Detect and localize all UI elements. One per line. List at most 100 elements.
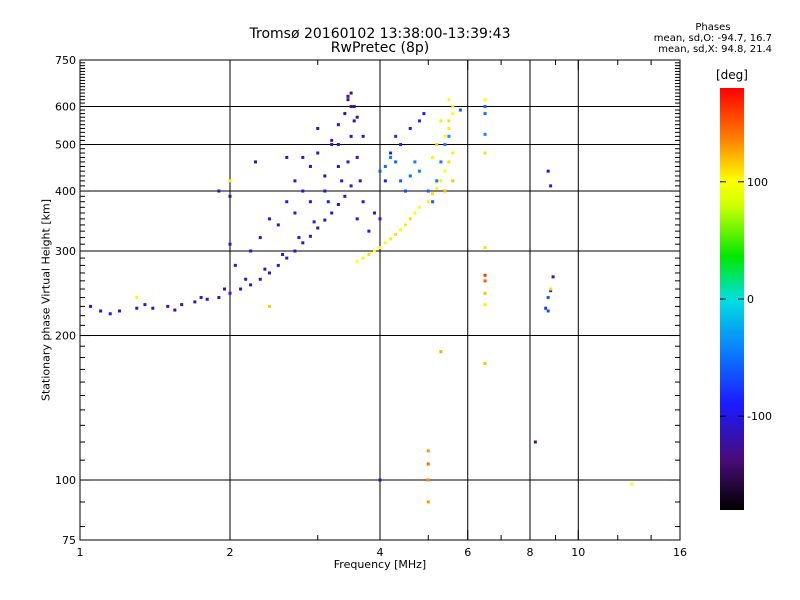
o-mode-point — [249, 249, 253, 253]
o-mode-point — [323, 189, 327, 193]
o-mode-point — [293, 211, 297, 215]
x-mode-point — [399, 228, 403, 232]
phase-o-stats: mean, sd,O: -94.7, 16.7 — [653, 33, 772, 44]
o-mode-point — [399, 143, 403, 147]
x-tick-label: 6 — [464, 546, 471, 559]
o-mode-point — [263, 267, 267, 271]
o-mode-point — [533, 440, 537, 444]
o-mode-point — [244, 277, 248, 281]
o-mode-point — [546, 296, 550, 300]
o-mode-point — [223, 287, 227, 291]
x-mode-point — [451, 151, 455, 155]
x-mode-point — [483, 361, 487, 365]
x-mode-point — [435, 186, 439, 190]
o-mode-point — [378, 478, 382, 482]
x-mode-point — [267, 304, 271, 308]
x-mode-point — [483, 98, 487, 102]
o-mode-point — [135, 306, 139, 310]
x-axis-label: Frequency [MHz] — [333, 558, 427, 571]
o-mode-point — [108, 312, 112, 316]
o-mode-point — [346, 94, 350, 98]
x-mode-point — [373, 249, 377, 253]
o-mode-point — [276, 223, 280, 227]
x-mode-point — [435, 143, 439, 147]
x-mode-point — [413, 211, 417, 215]
x-tick-label: 4 — [377, 546, 384, 559]
o-mode-point — [143, 303, 147, 307]
o-mode-point — [355, 115, 359, 119]
o-mode-point — [276, 263, 280, 267]
o-mode-point — [349, 105, 353, 109]
o-mode-point — [408, 174, 412, 178]
x-mode-point — [483, 273, 487, 277]
phase-heading: Phases — [695, 22, 731, 33]
o-mode-point — [431, 200, 435, 204]
o-mode-point — [258, 236, 262, 240]
o-mode-point — [383, 179, 387, 183]
o-mode-point — [228, 194, 232, 198]
o-mode-point — [389, 155, 393, 159]
o-mode-point — [399, 179, 403, 183]
x-mode-point — [403, 223, 407, 227]
o-mode-point — [151, 306, 155, 310]
o-mode-point — [228, 291, 232, 295]
x-mode-point — [483, 151, 487, 155]
x-mode-point — [361, 256, 365, 260]
chart-subtitle: RwPretec (8p) — [330, 40, 430, 56]
o-mode-point — [352, 119, 356, 123]
o-mode-point — [233, 263, 237, 267]
o-mode-point — [435, 179, 439, 183]
o-mode-point — [483, 112, 487, 116]
o-mode-point — [205, 297, 209, 301]
o-mode-point — [180, 303, 184, 307]
o-mode-point — [285, 256, 289, 260]
x-mode-point — [483, 279, 487, 283]
o-mode-point — [308, 164, 312, 168]
o-mode-point — [447, 134, 451, 138]
x-mode-point — [439, 119, 443, 123]
o-mode-point — [323, 174, 327, 178]
o-mode-point — [340, 179, 344, 183]
y-tick-label: 600 — [55, 101, 76, 114]
o-mode-point — [417, 119, 421, 123]
o-mode-point — [258, 277, 262, 281]
x-mode-point — [439, 179, 443, 183]
colorbar-tick-label: 100 — [747, 176, 768, 189]
o-mode-point — [361, 200, 365, 204]
o-mode-point — [89, 304, 93, 308]
x-tick-label: 8 — [527, 546, 534, 559]
o-mode-point — [549, 184, 553, 188]
x-tick-label: 2 — [227, 546, 234, 559]
o-mode-point — [193, 300, 197, 304]
o-mode-point — [336, 143, 340, 147]
x-mode-point — [451, 179, 455, 183]
colorbar-unit: [deg] — [716, 68, 748, 82]
y-tick-label: 500 — [55, 139, 76, 152]
phase-summary: Phases mean, sd,O: -94.7, 16.7 mean, sd,… — [654, 22, 772, 55]
o-mode-point — [301, 241, 305, 245]
x-mode-point — [447, 126, 451, 130]
x-mode-point — [135, 296, 139, 300]
o-mode-point — [326, 200, 330, 204]
x-mode-point — [431, 192, 435, 196]
o-mode-point — [239, 287, 243, 291]
o-mode-point — [349, 91, 353, 95]
o-mode-point — [352, 105, 356, 109]
o-mode-point — [417, 169, 421, 173]
o-mode-point — [293, 179, 297, 183]
o-mode-point — [117, 309, 121, 313]
y-tick-label: 400 — [55, 185, 76, 198]
x-mode-point — [383, 241, 387, 245]
x-tick-label: 16 — [673, 546, 687, 559]
x-mode-point — [426, 478, 430, 482]
colorbar-tick-label: -100 — [747, 410, 772, 423]
o-mode-point — [267, 217, 271, 221]
x-tick-label: 10 — [571, 546, 585, 559]
y-tick-label: 100 — [55, 474, 76, 487]
y-tick-label: 300 — [55, 245, 76, 258]
chart-title: Tromsø 20160102 13:38:00-13:39:43 — [249, 26, 511, 42]
o-mode-point — [316, 226, 320, 230]
o-mode-point — [346, 98, 350, 102]
o-mode-point — [336, 164, 340, 168]
